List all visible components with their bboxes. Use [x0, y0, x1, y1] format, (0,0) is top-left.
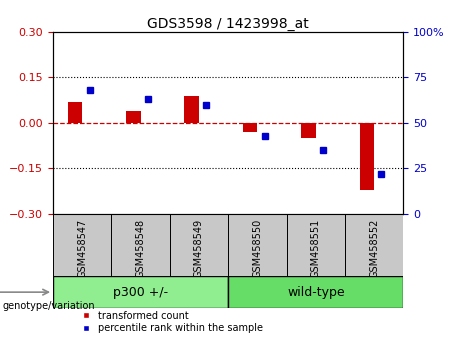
Bar: [126, 111, 141, 123]
Bar: [68, 102, 82, 123]
Bar: [170, 214, 228, 276]
Text: GSM458551: GSM458551: [311, 219, 321, 278]
Bar: [345, 214, 403, 276]
Bar: [243, 123, 257, 132]
Bar: [301, 123, 316, 138]
Text: GSM458549: GSM458549: [194, 219, 204, 278]
Bar: [112, 214, 170, 276]
Text: GSM458547: GSM458547: [77, 219, 87, 278]
Bar: [287, 214, 345, 276]
Text: genotype/variation: genotype/variation: [2, 301, 95, 311]
Bar: [228, 214, 287, 276]
Bar: [228, 276, 403, 308]
Text: GSM458552: GSM458552: [369, 219, 379, 278]
Text: p300 +/-: p300 +/-: [113, 286, 168, 299]
Bar: [53, 214, 112, 276]
Text: wild-type: wild-type: [287, 286, 345, 299]
Bar: [184, 96, 199, 123]
Text: GSM458548: GSM458548: [136, 219, 146, 278]
Bar: [360, 123, 374, 190]
Bar: [53, 276, 228, 308]
Text: GSM458550: GSM458550: [252, 219, 262, 278]
Legend: transformed count, percentile rank within the sample: transformed count, percentile rank withi…: [83, 310, 263, 333]
Title: GDS3598 / 1423998_at: GDS3598 / 1423998_at: [148, 17, 309, 31]
